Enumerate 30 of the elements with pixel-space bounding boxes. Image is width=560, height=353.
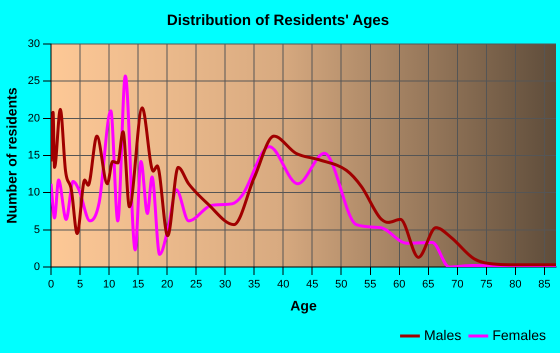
legend-label: Females	[492, 326, 546, 343]
y-tick-label: 5	[34, 224, 40, 236]
x-tick-label: 70	[451, 278, 464, 291]
x-tick-label: 0	[48, 278, 54, 291]
x-tick-label: 45	[306, 278, 318, 291]
x-tick-label: 15	[132, 278, 144, 291]
x-tick-label: 40	[277, 278, 290, 291]
y-tick-label: 25	[28, 75, 40, 88]
x-tick-label: 80	[509, 278, 522, 291]
y-axis-title: Number of residents	[3, 87, 20, 224]
y-tick-label: 0	[34, 261, 40, 274]
y-tick-label: 20	[28, 112, 40, 124]
x-tick-label: 10	[102, 278, 116, 291]
x-tick-label: 50	[335, 278, 348, 291]
x-tick-label: 85	[538, 278, 551, 291]
y-tick-label: 30	[28, 38, 40, 50]
x-tick-label: 5	[76, 278, 84, 291]
legend-label: Males	[424, 326, 462, 343]
y-tick-label: 15	[28, 150, 40, 162]
x-tick-label: 20	[160, 278, 174, 291]
x-tick-label: 30	[219, 278, 232, 291]
y-tick-label: 10	[28, 186, 40, 199]
x-tick-label: 65	[422, 278, 434, 291]
x-tick-label: 60	[393, 278, 406, 291]
x-tick-label: 35	[248, 278, 260, 291]
x-tick-label: 25	[190, 278, 202, 291]
x-tick-label: 55	[364, 278, 376, 291]
x-axis-title: Age	[290, 297, 317, 314]
x-tick-label: 75	[480, 278, 492, 291]
chart-title: Distribution of Residents' Ages	[166, 12, 390, 30]
